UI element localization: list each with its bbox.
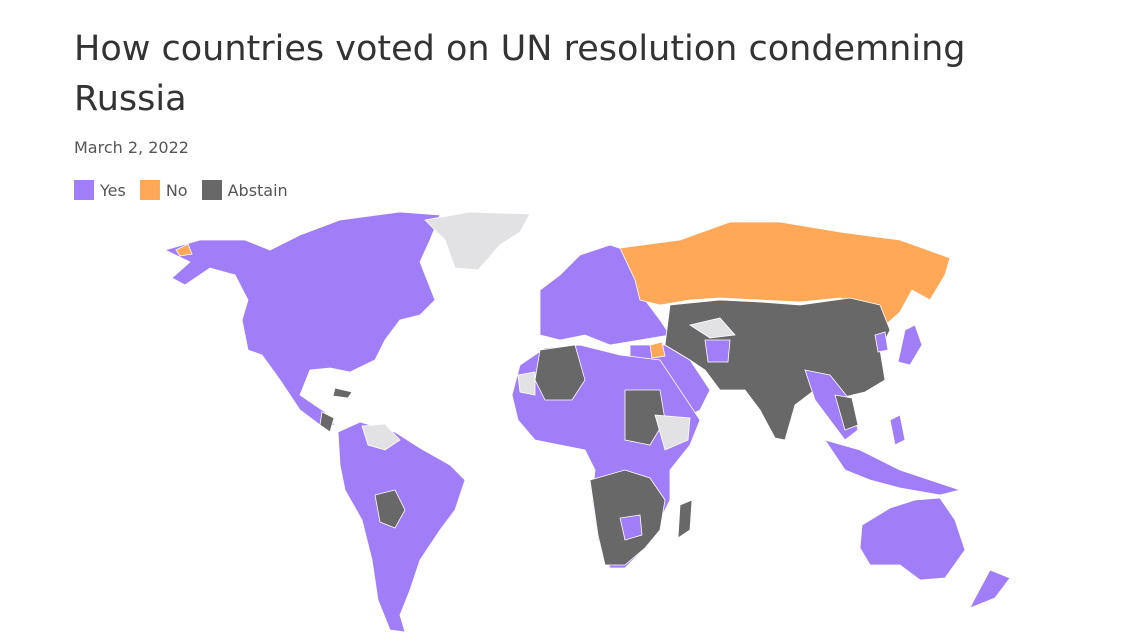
legend-swatch <box>139 180 160 200</box>
region <box>517 371 536 396</box>
region <box>859 497 966 581</box>
region <box>534 344 586 401</box>
legend-label: No <box>165 180 188 200</box>
region <box>332 387 353 399</box>
region <box>319 411 335 433</box>
region <box>704 339 731 363</box>
title: How countries voted on UN resolution con… <box>74 29 966 119</box>
region <box>361 423 401 451</box>
region <box>654 414 691 451</box>
legend-label: Abstain <box>227 180 288 200</box>
region <box>337 421 466 633</box>
region <box>624 389 666 446</box>
region <box>834 394 859 431</box>
legend-item: No <box>139 180 188 200</box>
legend-item: Abstain <box>201 180 288 200</box>
region <box>374 489 406 529</box>
legend-label: Yes <box>100 180 126 200</box>
region <box>163 211 441 426</box>
region <box>424 211 531 271</box>
region <box>677 499 693 539</box>
region <box>897 324 923 366</box>
region <box>889 414 906 446</box>
legend-item: Yes <box>74 180 126 200</box>
legend-swatch <box>74 180 94 200</box>
legend: Yes No Abstain <box>74 180 288 200</box>
region <box>649 341 666 359</box>
region <box>874 331 889 353</box>
region <box>619 514 643 541</box>
region <box>969 569 1011 609</box>
subtitle: March 2, 2022 <box>74 138 189 157</box>
legend-swatch <box>201 180 222 200</box>
region <box>688 317 736 339</box>
region <box>175 243 193 257</box>
region <box>824 439 962 496</box>
